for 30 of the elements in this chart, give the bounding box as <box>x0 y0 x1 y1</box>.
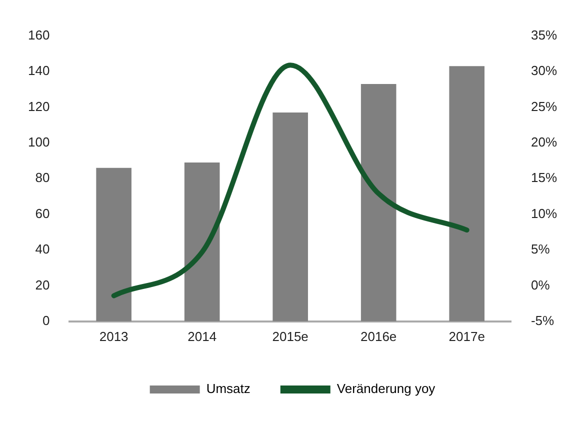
y2-tick-label: 25% <box>530 98 558 114</box>
y-tick-label: 140 <box>28 63 50 78</box>
y-tick-label: 0 <box>42 312 50 328</box>
y2-tick-label: 30% <box>530 63 558 78</box>
bar <box>96 168 132 322</box>
y2-tick-label: 5% <box>530 242 550 257</box>
legend-label: Umsatz <box>206 381 250 396</box>
y2-tick-label: 20% <box>530 134 558 150</box>
y-tick-label: 60 <box>35 206 50 221</box>
y2-tick-label: 0% <box>530 277 550 292</box>
bar <box>449 66 485 322</box>
x-tick-label: 2013 <box>99 328 128 344</box>
y-tick-label: 40 <box>35 242 50 257</box>
x-tick-label: 2016e <box>360 328 397 344</box>
y-tick-label: 100 <box>28 134 50 150</box>
legend-label: Veränderung yoy <box>336 381 436 396</box>
y2-tick-label: -5% <box>530 312 555 328</box>
y2-tick-label: 35% <box>530 27 558 42</box>
x-tick-label: 2017e <box>448 328 485 344</box>
y2-tick-label: 10% <box>530 206 558 221</box>
y-tick-label: 20 <box>35 277 50 292</box>
bar <box>272 112 308 322</box>
y-tick-label: 120 <box>28 98 50 114</box>
x-tick-label: 2015e <box>272 328 308 344</box>
bar <box>360 84 396 322</box>
y-tick-label: 160 <box>28 27 50 42</box>
bar <box>184 162 220 322</box>
y-tick-label: 80 <box>35 170 50 186</box>
x-tick-label: 2014 <box>188 328 217 344</box>
y2-tick-label: 15% <box>530 170 558 186</box>
